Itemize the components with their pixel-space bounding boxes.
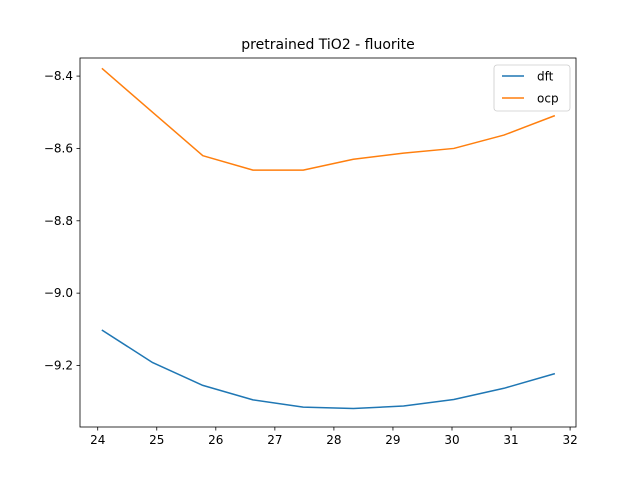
x-tick-label: 30	[444, 433, 459, 447]
x-tick-label: 32	[562, 433, 577, 447]
x-tick-label: 24	[90, 433, 105, 447]
series-layer	[101, 67, 556, 410]
x-tick-label: 27	[267, 433, 282, 447]
legend-label-ocp: ocp	[537, 92, 559, 106]
x-tick-label: 28	[326, 433, 341, 447]
y-tick-label: −9.2	[44, 359, 73, 373]
y-tick-label: −8.6	[44, 141, 73, 155]
x-tick-label: 29	[385, 433, 400, 447]
series-line-1-ocp	[101, 67, 556, 171]
legend-box	[493, 64, 571, 112]
y-tick-label: −8.4	[44, 69, 73, 83]
x-axis: 24 25 26 27 28 29 30 31 32	[90, 427, 578, 447]
legend: dft ocp	[493, 64, 571, 112]
plot-frame	[79, 57, 577, 428]
chart-title: pretrained TiO2 - fluorite	[241, 37, 414, 53]
legend-label-dft: dft	[537, 70, 554, 84]
x-tick-label: 26	[208, 433, 223, 447]
y-tick-label: −8.8	[44, 214, 73, 228]
series-line-0-dft	[101, 329, 556, 410]
y-tick-label: −9.0	[44, 286, 73, 300]
x-tick-label: 25	[149, 433, 164, 447]
y-axis: −9.2 −9.0 −8.8 −8.6 −8.4	[44, 69, 80, 373]
x-tick-label: 31	[503, 433, 518, 447]
